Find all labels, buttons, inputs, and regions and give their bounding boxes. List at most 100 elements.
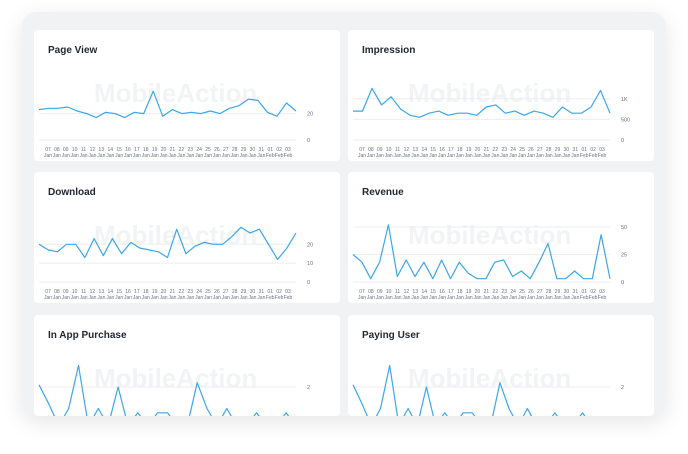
impression-xtick-label: 03 Feb (598, 147, 607, 159)
paying-user-card[interactable]: Paying User MobileAction 2 (348, 315, 654, 416)
impression-xtick-label: 23 Jan (500, 147, 508, 159)
impression-xtick-label: 18 Jan (456, 147, 464, 159)
impression-xtick-label: 15 Jan (429, 147, 437, 159)
revenue-series-line (352, 224, 611, 280)
impression-xtick-label: 11 Jan (394, 147, 402, 159)
paying-user-chart: MobileAction 2 (352, 363, 624, 416)
revenue-ytick-label: 25 (621, 253, 627, 259)
download-xtick-label: 18 Jan (142, 289, 150, 301)
revenue-xtick-label: 18 Jan (456, 289, 464, 301)
download-card[interactable]: Download MobileAction 0 10 20 07 Jan 08 Jan 09 Ja… (34, 172, 340, 303)
page-view-xtick-label: 27 Jan (222, 147, 230, 159)
impression-ytick-label: 500 (621, 117, 630, 123)
page-view-xtick-label: 13 Jan (97, 147, 105, 159)
revenue-watermark: MobileAction (408, 220, 571, 250)
impression-xtick-label: 08 Jan (367, 147, 375, 159)
in-app-purchase-title: In App Purchase (48, 330, 127, 341)
page-view-series-line (38, 90, 297, 119)
impression-watermark: MobileAction (408, 78, 571, 108)
download-ytick-label: 0 (307, 280, 310, 286)
impression-xtick-label: 21 Jan (482, 147, 490, 159)
revenue-ytick-label: 0 (621, 280, 624, 286)
download-xtick-label: 16 Jan (124, 289, 132, 301)
revenue-xtick-label: 15 Jan (429, 289, 437, 301)
impression-xtick-label: 24 Jan (509, 147, 517, 159)
impression-title: Impression (362, 45, 416, 56)
impression-xtick-label: 12 Jan (402, 147, 410, 159)
download-series-line (38, 226, 297, 261)
in-app-purchase-series-line (38, 364, 290, 416)
page-view-xtick-label: 23 Jan (186, 147, 194, 159)
revenue-xtick-label: 19 Jan (465, 289, 473, 301)
page-view-xtick-label: 21 Jan (168, 147, 176, 159)
impression-xtick-label: 09 Jan (376, 147, 384, 159)
revenue-xtick-label: 30 Jan (562, 289, 570, 301)
impression-xtick-label: 19 Jan (465, 147, 473, 159)
revenue-xtick-label: 29 Jan (554, 289, 562, 301)
paying-user-title: Paying User (362, 330, 420, 341)
impression-xtick-label: 01 Feb (580, 147, 589, 159)
page-view-xtick-label: 10 Jan (71, 147, 79, 159)
in-app-purchase-ytick-label: 2 (307, 385, 310, 391)
page-view-card[interactable]: Page View MobileAction 0 20 07 Jan 08 Jan 09 Jan… (34, 30, 340, 161)
revenue-xtick-label: 07 Jan (358, 289, 366, 301)
download-title: Download (48, 187, 96, 198)
page-view-title: Page View (48, 45, 98, 56)
download-xtick-label: 30 Jan (248, 289, 256, 301)
revenue-xtick-label: 23 Jan (500, 289, 508, 301)
download-xtick-label: 12 Jan (88, 289, 96, 301)
revenue-xtick-label: 28 Jan (545, 289, 553, 301)
impression-xtick-label: 16 Jan (438, 147, 446, 159)
impression-xtick-label: 02 Feb (589, 147, 598, 159)
revenue-title: Revenue (362, 187, 404, 198)
download-xtick-label: 07 Jan (44, 289, 52, 301)
revenue-xtick-label: 20 Jan (474, 289, 482, 301)
download-xtick-label: 09 Jan (62, 289, 70, 301)
page-view-xtick-label: 22 Jan (177, 147, 185, 159)
revenue-xtick-label: 01 Feb (580, 289, 589, 301)
page-view-xtick-label: 11 Jan (80, 147, 88, 159)
impression-ytick-label: 0 (621, 138, 624, 144)
page-view-ytick-label: 20 (307, 112, 313, 118)
revenue-xtick-label: 31 Jan (571, 289, 579, 301)
download-xtick-label: 01 Feb (266, 289, 275, 301)
download-xtick-label: 28 Jan (231, 289, 239, 301)
revenue-card[interactable]: Revenue MobileAction 0 25 50 07 Jan 08 Jan 09 Jan… (348, 172, 654, 303)
impression-xtick-label: 17 Jan (447, 147, 455, 159)
page-view-xtick-label: 30 Jan (248, 147, 256, 159)
download-ytick-label: 10 (307, 261, 313, 267)
download-xtick-label: 13 Jan (97, 289, 105, 301)
page-view-xtick-label: 14 Jan (106, 147, 114, 159)
download-xtick-label: 25 Jan (204, 289, 212, 301)
page-view-xtick-label: 12 Jan (88, 147, 96, 159)
impression-xtick-label: 10 Jan (385, 147, 393, 159)
revenue-xtick-label: 13 Jan (411, 289, 419, 301)
download-xtick-label: 14 Jan (106, 289, 114, 301)
revenue-xtick-label: 16 Jan (438, 289, 446, 301)
page-view-xtick-label: 15 Jan (115, 147, 123, 159)
impression-card[interactable]: Impression MobileAction 0 500 1K 07 Jan 08 Jan 0… (348, 30, 654, 161)
impression-xtick-label: 07 Jan (358, 147, 366, 159)
in-app-purchase-card[interactable]: In App Purchase MobileAction 2 (34, 315, 340, 416)
impression-xtick-label: 28 Jan (545, 147, 553, 159)
download-xtick-label: 31 Jan (257, 289, 265, 301)
paying-user-series-line (352, 364, 586, 416)
page-view-xtick-label: 24 Jan (195, 147, 203, 159)
impression-xtick-label: 31 Jan (571, 147, 579, 159)
in-app-purchase-watermark: MobileAction (94, 363, 257, 393)
impression-xtick-label: 25 Jan (518, 147, 526, 159)
revenue-xtick-label: 17 Jan (447, 289, 455, 301)
page-view-xtick-label: 01 Feb (266, 147, 275, 159)
impression-xtick-label: 14 Jan (420, 147, 428, 159)
impression-xtick-label: 13 Jan (411, 147, 419, 159)
page-view-xtick-label: 19 Jan (151, 147, 159, 159)
page-view-xtick-label: 16 Jan (124, 147, 132, 159)
download-xtick-label: 08 Jan (53, 289, 61, 301)
page-view-xtick-label: 28 Jan (231, 147, 239, 159)
revenue-xtick-label: 12 Jan (402, 289, 410, 301)
revenue-xtick-label: 03 Feb (598, 289, 607, 301)
download-xtick-label: 22 Jan (177, 289, 185, 301)
download-xtick-label: 10 Jan (71, 289, 79, 301)
